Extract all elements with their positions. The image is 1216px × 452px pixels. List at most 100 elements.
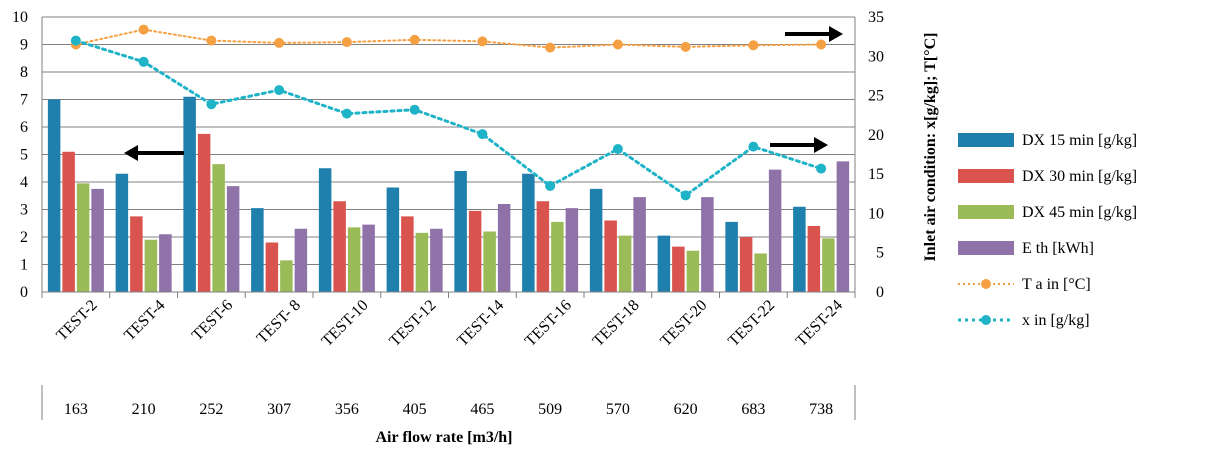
bar-series [47,96,850,292]
right-tick-label: 35 [868,9,884,26]
point-x-in-g-kg [70,35,81,46]
bar-e-th-kwh [226,186,240,292]
bar-dx-45-min-g-kg [822,238,835,292]
category-label: TEST-16 [522,297,575,350]
flow-rate-label: 509 [538,401,562,418]
bar-dx-15-min-g-kg [251,208,264,292]
bar-e-th-kwh [362,224,375,292]
left-tick-label: 5 [20,147,28,164]
legend-swatch-e-th-kwh [958,241,1014,255]
point-t-a-in-c [680,41,691,52]
category-label: TEST-18 [590,297,643,350]
category-label: TEST-14 [454,297,507,350]
right-tick-label: 15 [868,166,884,183]
flow-rate-label: 465 [470,401,494,418]
bar-dx-30-min-g-kg [604,220,617,292]
point-t-a-in-c [341,37,352,48]
category-label: TEST-4 [121,297,168,344]
bar-dx-45-min-g-kg [618,235,632,292]
bar-e-th-kwh [836,161,850,292]
right-tick-label: 20 [868,127,884,144]
left-tick-label: 1 [20,257,28,274]
bar-dx-15-min-g-kg [793,206,806,292]
flow-rate-label: 405 [403,401,427,418]
arrow-head [124,145,138,161]
bar-e-th-kwh [159,234,172,292]
flow-rate-label: 252 [199,401,223,418]
point-x-in-g-kg [206,99,217,110]
bar-dx-15-min-g-kg [725,221,738,292]
bar-e-th-kwh [497,204,511,292]
bar-dx-45-min-g-kg [686,250,700,292]
bar-dx-30-min-g-kg [333,201,346,292]
right-axis-title: Inlet air condition: x[g/kg]; T[°C] [922,33,939,262]
flow-rate-label: 307 [267,401,291,418]
bar-e-th-kwh [701,197,714,292]
right-tick-label: 25 [868,88,884,105]
bar-dx-45-min-g-kg [76,183,90,292]
point-x-in-g-kg [138,56,149,67]
point-t-a-in-c [206,35,217,46]
category-label: TEST-2 [53,297,100,344]
bar-dx-30-min-g-kg [401,216,414,292]
bar-dx-45-min-g-kg [754,253,767,292]
point-x-in-g-kg [409,104,420,115]
bar-dx-15-min-g-kg [454,171,467,292]
bar-e-th-kwh [430,228,443,292]
bar-dx-15-min-g-kg [589,188,603,292]
axes [41,17,856,420]
left-tick-label: 2 [20,229,28,246]
legend-label: E th [kWh] [1022,240,1094,257]
bar-dx-15-min-g-kg [386,187,400,292]
left-tick-label: 4 [20,174,28,191]
right-tick-label: 10 [868,205,884,222]
bar-e-th-kwh [768,169,782,292]
line-series [70,24,827,201]
bar-dx-15-min-g-kg [657,235,671,292]
point-x-in-g-kg [341,108,352,119]
left-tick-label: 3 [20,202,28,219]
bar-dx-30-min-g-kg [197,133,211,292]
left-tick-label: 6 [20,119,28,136]
point-t-a-in-c [816,39,827,50]
point-x-in-g-kg [612,144,623,154]
bar-e-th-kwh [91,188,104,292]
left-tick-label: 8 [20,64,28,81]
bar-dx-15-min-g-kg [318,168,332,292]
bar-dx-15-min-g-kg [115,173,129,292]
bar-dx-30-min-g-kg [468,210,482,292]
legend-label: DX 15 min [g/kg] [1022,132,1137,149]
point-t-a-in-c [274,37,285,48]
bar-dx-30-min-g-kg [807,226,821,292]
category-label: TEST-6 [189,297,236,344]
legend-swatch-dx-15-min-g-kg [958,133,1014,147]
flow-rate-labels: 163 210 252 307 356 405 465 509 570 620 683 738 [64,401,833,418]
right-tick-label: 5 [876,245,884,262]
legend-swatch-dx-30-min-g-kg [958,169,1014,183]
point-t-a-in-c [612,39,623,50]
bar-dx-30-min-g-kg [265,242,279,292]
left-tick-label: 10 [12,9,28,26]
point-t-a-in-c [409,34,420,45]
right-axis-ticks: 0 5 10 15 20 25 30 35 [868,9,884,301]
bar-e-th-kwh [294,228,308,292]
legend-label: T a in [°C] [1022,276,1091,293]
bar-dx-30-min-g-kg [739,237,753,292]
category-label: TEST-20 [657,297,710,350]
flow-rate-label: 570 [606,401,630,418]
bar-dx-15-min-g-kg [183,96,196,292]
legend-label: DX 45 min [g/kg] [1022,204,1137,221]
bar-dx-30-min-g-kg [62,151,75,292]
legend-label: x in [g/kg] [1022,312,1090,329]
arrow-head [814,137,828,153]
right-tick-label: 0 [876,284,884,301]
bar-dx-15-min-g-kg [522,173,535,292]
bar-dx-45-min-g-kg [415,232,429,292]
left-axis-ticks: 0 1 2 3 4 5 6 7 8 9 10 [12,9,28,301]
point-t-a-in-c [138,24,149,35]
line-t-a-in-c [74,28,823,49]
left-tick-label: 0 [20,284,28,301]
flow-rate-label: 356 [335,401,359,418]
axis-arrows [124,26,843,161]
